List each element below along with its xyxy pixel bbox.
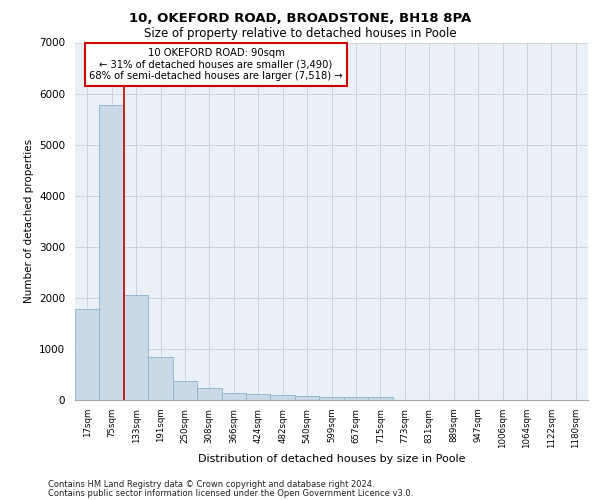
- Bar: [344, 397, 368, 400]
- Bar: [173, 380, 197, 400]
- Bar: [295, 396, 319, 400]
- Text: Contains HM Land Registry data © Crown copyright and database right 2024.: Contains HM Land Registry data © Crown c…: [48, 480, 374, 489]
- Text: Contains public sector information licensed under the Open Government Licence v3: Contains public sector information licen…: [48, 489, 413, 498]
- Bar: [148, 357, 173, 400]
- Bar: [246, 394, 271, 400]
- X-axis label: Distribution of detached houses by size in Poole: Distribution of detached houses by size …: [198, 454, 465, 464]
- Bar: [221, 394, 246, 400]
- Y-axis label: Number of detached properties: Number of detached properties: [23, 139, 34, 304]
- Bar: [124, 295, 148, 400]
- Text: Size of property relative to detached houses in Poole: Size of property relative to detached ho…: [143, 28, 457, 40]
- Text: 10 OKEFORD ROAD: 90sqm
← 31% of detached houses are smaller (3,490)
68% of semi-: 10 OKEFORD ROAD: 90sqm ← 31% of detached…: [89, 48, 343, 81]
- Bar: [100, 105, 124, 400]
- Bar: [271, 396, 295, 400]
- Bar: [368, 398, 392, 400]
- Text: 10, OKEFORD ROAD, BROADSTONE, BH18 8PA: 10, OKEFORD ROAD, BROADSTONE, BH18 8PA: [129, 12, 471, 26]
- Bar: [75, 309, 100, 400]
- Bar: [197, 388, 221, 400]
- Bar: [319, 396, 344, 400]
